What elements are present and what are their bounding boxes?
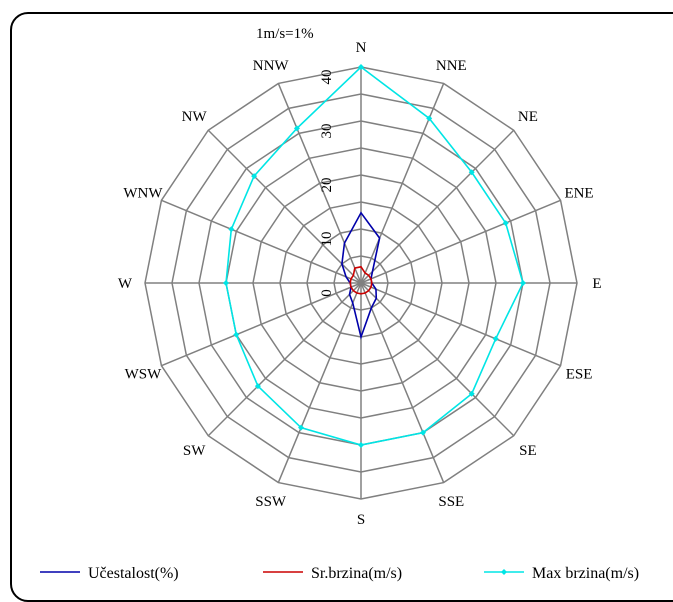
grid-spoke: [161, 199, 362, 284]
data-point: [358, 64, 364, 70]
direction-label-ese: ESE: [566, 366, 593, 382]
grid-spoke: [207, 282, 362, 437]
chart-frame: [10, 12, 673, 602]
data-point: [223, 280, 229, 286]
grid-spoke: [277, 83, 362, 284]
legend-label: Sr.brzina(m/s): [311, 565, 402, 582]
direction-label-ene: ENE: [564, 186, 593, 202]
grid-spoke: [360, 129, 515, 284]
legend-label: Učestalost(%): [88, 565, 179, 582]
grid-spoke: [161, 282, 362, 367]
radial-tick-label: 30: [319, 124, 335, 139]
direction-label-sse: SSE: [438, 494, 464, 510]
data-point: [419, 429, 426, 436]
series-line: [341, 211, 381, 340]
data-point: [468, 169, 475, 176]
data-point: [502, 220, 509, 227]
direction-label-sw: SW: [183, 443, 206, 459]
legend: Učestalost(%) Sr.brzina(m/s) Max brzina(m/…: [40, 565, 639, 582]
data-point: [492, 335, 499, 342]
radial-tick-label: 40: [319, 70, 335, 85]
direction-label-nne: NNE: [436, 58, 467, 74]
direction-label-ssw: SSW: [255, 494, 287, 510]
radial-tick-label: 20: [319, 178, 335, 193]
grid-spoke: [360, 282, 515, 437]
direction-label-s: S: [357, 512, 365, 528]
direction-label-wnw: WNW: [123, 186, 163, 202]
data-point: [293, 125, 300, 132]
radial-tick-label: 0: [319, 289, 335, 297]
data-point: [298, 424, 305, 431]
direction-label-wsw: WSW: [125, 366, 163, 382]
data-point: [468, 390, 475, 397]
data-point: [520, 280, 526, 286]
direction-label-n: N: [356, 40, 367, 56]
direction-label-nnw: NNW: [253, 58, 290, 74]
grid-spoke: [360, 282, 445, 483]
series-0: [341, 211, 381, 340]
data-point: [251, 173, 258, 180]
data-point: [358, 442, 364, 448]
scale-note: 1m/s=1%: [256, 26, 314, 42]
legend-item-2: Max brzina(m/s): [484, 565, 639, 582]
series-2: [223, 64, 526, 448]
series-layer: [223, 64, 526, 448]
direction-label-ne: NE: [518, 109, 538, 125]
grid-spoke: [277, 282, 362, 483]
direction-label-w: W: [118, 276, 133, 292]
legend-label: Max brzina(m/s): [532, 565, 639, 582]
data-point: [254, 383, 261, 390]
grid: [144, 66, 578, 500]
grid-spoke: [360, 282, 561, 367]
data-point: [426, 115, 433, 122]
direction-label-se: SE: [519, 443, 537, 459]
radial-tick-label: 10: [319, 232, 335, 247]
grid-spoke: [360, 199, 561, 284]
legend-item-1: Sr.brzina(m/s): [263, 565, 402, 582]
legend-marker: [501, 569, 507, 575]
data-point: [233, 331, 240, 338]
grid-spoke: [360, 83, 445, 284]
direction-label-e: E: [592, 276, 601, 292]
legend-item-0: Učestalost(%): [40, 565, 179, 582]
data-point: [228, 226, 235, 233]
labels: N NNE NE ENE E ESE SE SSE S SSW SW WSW W WNW NW NNW 0 10 2…: [118, 40, 602, 528]
wind-rose-chart: N NNE NE ENE E ESE SE SSE S SSW SW WSW W WNW NW NNW 0 10 2…: [40, 26, 639, 582]
series-1: [349, 265, 373, 295]
grid-spoke: [207, 129, 362, 284]
direction-label-nw: NW: [182, 109, 208, 125]
series-line: [349, 265, 373, 295]
